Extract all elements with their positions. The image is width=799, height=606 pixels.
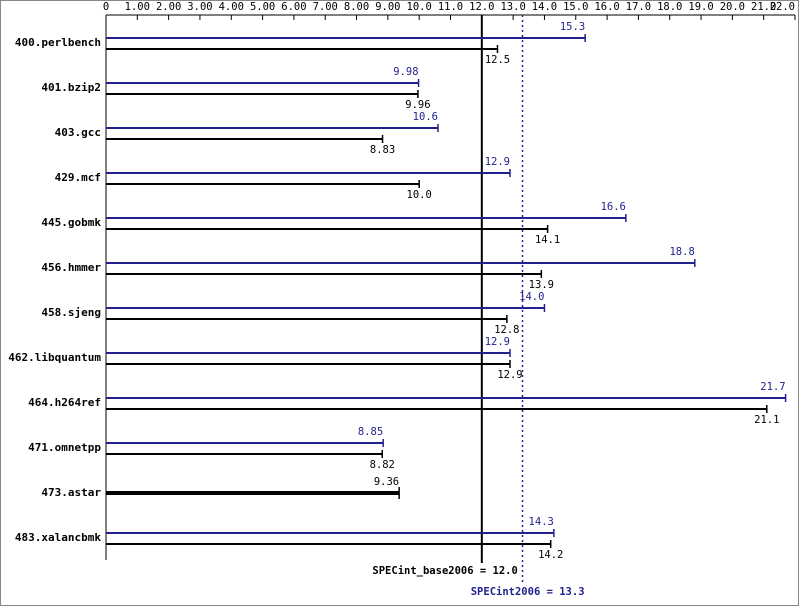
category-label: 464.h264ref [28,396,101,409]
value-label: 16.6 [601,201,626,213]
value-label: 12.9 [485,156,510,168]
x-tick-label: 18.0 [657,1,682,13]
category-label: 445.gobmk [41,216,101,229]
value-label: 21.7 [760,381,785,393]
x-tick-label: 19.0 [688,1,713,13]
value-label: 10.6 [413,111,438,123]
reference-label: SPECint_base2006 = 12.0 [372,565,517,577]
x-tick-label: 9.00 [375,1,400,13]
reference-label: SPECint2006 = 13.3 [471,586,585,598]
category-label: 462.libquantum [8,351,101,364]
category-label: 458.sjeng [41,306,101,319]
value-label: 14.0 [519,291,544,303]
x-tick-label: 10.0 [407,1,432,13]
x-tick-label: 21.0 [751,1,776,13]
x-tick-label: 4.00 [219,1,244,13]
value-label: 9.36 [374,476,399,488]
category-label: 456.hmmer [41,261,101,274]
value-label: 9.98 [393,66,418,78]
x-tick-label: 3.00 [187,1,212,13]
x-tick-label: 6.00 [281,1,306,13]
category-label: 401.bzip2 [41,81,101,94]
value-label: 12.8 [494,324,519,336]
value-label: 8.82 [370,459,395,471]
category-label: 400.perlbench [15,36,101,49]
value-label: 15.3 [560,21,585,33]
category-label: 473.astar [41,486,101,499]
x-tick-label: 2.00 [156,1,181,13]
x-tick-label: 8.00 [344,1,369,13]
x-tick-label: 16.0 [594,1,619,13]
value-label: 14.1 [535,234,560,246]
x-tick-label: 7.00 [313,1,338,13]
value-label: 12.9 [497,369,522,381]
value-label: 12.9 [485,336,510,348]
x-tick-label: 14.0 [532,1,557,13]
x-tick-label: 11.0 [438,1,463,13]
value-label: 18.8 [669,246,694,258]
value-label: 14.3 [529,516,554,528]
x-tick-label: 5.00 [250,1,275,13]
value-label: 14.2 [538,549,563,561]
value-label: 21.1 [754,414,779,426]
x-tick-label: 20.0 [720,1,745,13]
x-tick-label: 22.0 [770,1,795,13]
x-tick-label: 12.0 [469,1,494,13]
x-tick-label: 13.0 [500,1,525,13]
category-label: 471.omnetpp [28,441,101,454]
x-tick-label: 0 [103,1,109,13]
category-label: 483.xalancbmk [15,531,101,544]
category-label: 429.mcf [55,171,101,184]
value-label: 8.83 [370,144,395,156]
value-label: 8.85 [358,426,383,438]
value-label: 10.0 [407,189,432,201]
category-label: 403.gcc [55,126,101,139]
x-tick-label: 1.00 [125,1,150,13]
value-label: 13.9 [529,279,554,291]
value-label: 12.5 [485,54,510,66]
value-label: 9.96 [405,99,430,111]
x-tick-label: 15.0 [563,1,588,13]
x-tick-label: 17.0 [626,1,651,13]
